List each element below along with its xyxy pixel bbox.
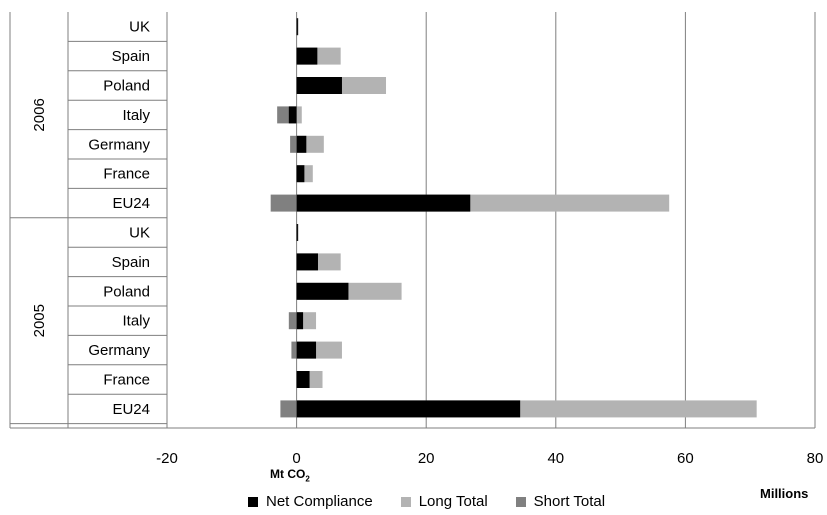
legend-swatch-long-total [400, 496, 411, 507]
legend-item-long-total: Long Total [400, 493, 488, 510]
category-label: Italy [122, 107, 150, 124]
legend-label-net-compliance: Net Compliance [266, 493, 373, 510]
legend-item-net-compliance: Net Compliance [248, 493, 373, 510]
category-label: EU24 [112, 401, 150, 418]
legend-item-short-total: Short Total [515, 493, 606, 510]
category-label: Italy [122, 313, 150, 330]
x-tick-label: 0 [292, 450, 300, 467]
bar-net-compliance [296, 400, 521, 418]
unit-label: Millions [760, 486, 809, 501]
x-tick-label: 80 [807, 450, 824, 467]
bar-long-total [296, 106, 302, 124]
bar-net-compliance [296, 135, 307, 153]
bar-net-compliance [296, 282, 349, 300]
bar-net-compliance [296, 18, 298, 36]
legend-swatch-net-compliance [248, 496, 258, 507]
bar-net-compliance [296, 77, 342, 94]
bar-net-compliance [296, 165, 305, 183]
bar-short-total [270, 194, 297, 212]
bar-net-compliance [296, 253, 318, 271]
category-label: Poland [103, 78, 150, 95]
legend: Net Compliance Long Total Short Total [248, 493, 633, 510]
x-tick-label: 20 [418, 450, 435, 467]
category-label: EU24 [112, 195, 150, 212]
category-label: Spain [112, 254, 150, 271]
bar-net-compliance [296, 312, 304, 330]
bar-net-compliance [296, 47, 318, 65]
category-label: UK [129, 225, 150, 242]
bar-net-compliance [288, 106, 297, 124]
group-label: 2005 [31, 304, 48, 337]
legend-swatch-short-total [515, 496, 526, 507]
bar-net-compliance [296, 194, 471, 212]
legend-label-short-total: Short Total [533, 493, 606, 510]
x-tick-label: 40 [547, 450, 564, 467]
category-label: Germany [88, 342, 150, 359]
bar-net-compliance [296, 371, 310, 388]
group-label: 2006 [31, 98, 48, 131]
legend-label-long-total: Long Total [418, 493, 488, 510]
category-label: Germany [88, 136, 150, 153]
x-tick-label: 60 [677, 450, 694, 467]
category-label: UK [129, 19, 150, 36]
bar-net-compliance [296, 341, 317, 359]
bar-net-compliance [296, 224, 298, 241]
bar-short-total [291, 341, 297, 359]
bar-short-total [280, 400, 297, 418]
bar-short-total [290, 135, 297, 153]
category-label: France [103, 372, 150, 389]
category-label: France [103, 166, 150, 183]
bar-short-total [288, 312, 297, 330]
category-label: Poland [103, 283, 150, 300]
x-tick-label: -20 [156, 450, 178, 467]
x-axis-title: Mt CO2 [270, 467, 310, 484]
category-label: Spain [112, 48, 150, 65]
